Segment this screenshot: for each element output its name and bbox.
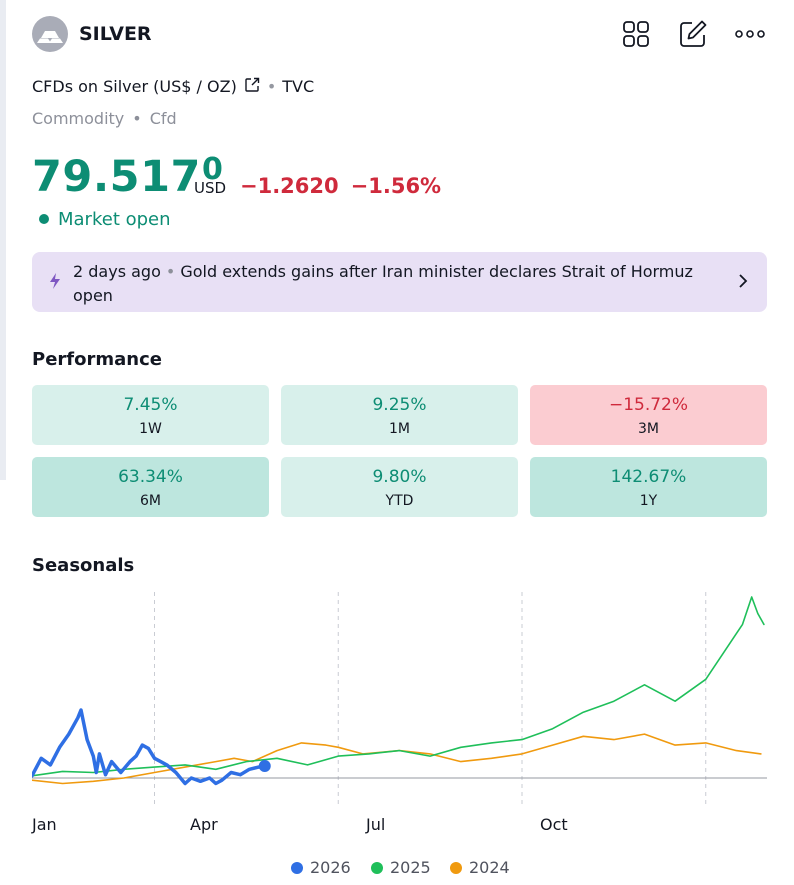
news-banner[interactable]: 2 days ago • Gold extends gains after Iran… <box>32 252 767 312</box>
legend-label: 2024 <box>469 858 510 877</box>
series-line-2024 <box>32 733 762 785</box>
perf-value: 142.67% <box>610 467 687 487</box>
external-link-icon[interactable] <box>243 76 261 98</box>
price-fraction: 0 <box>201 152 224 187</box>
legend-label: 2026 <box>310 858 351 877</box>
news-headline[interactable]: Gold extends gains after Iran minister d… <box>73 262 693 305</box>
currency-label: USD <box>194 179 227 197</box>
separator-dot: • <box>165 262 176 281</box>
separator-dot: • <box>266 77 277 96</box>
x-tick-label: Apr <box>190 815 218 834</box>
perf-cell-1y[interactable]: 142.67% 1Y <box>530 457 767 517</box>
legend-dot-icon <box>371 862 383 874</box>
legend-dot-icon <box>450 862 462 874</box>
perf-value: 63.34% <box>118 467 183 487</box>
perf-period: 6M <box>140 493 161 509</box>
current-value-marker <box>258 759 271 772</box>
price-main: 79.517 <box>32 152 201 202</box>
perf-period: 3M <box>638 421 659 437</box>
grid-icon[interactable] <box>620 18 652 50</box>
perf-period: 1M <box>389 421 410 437</box>
x-tick-label: Oct <box>540 815 568 834</box>
legend-item-2025[interactable]: 2025 <box>371 858 431 877</box>
x-tick-label: Jan <box>32 815 57 834</box>
perf-cell-1m[interactable]: 9.25% 1M <box>281 385 518 445</box>
perf-cell-1w[interactable]: 7.45% 1W <box>32 385 269 445</box>
page-edge <box>0 0 6 480</box>
change-absolute: −1.2620 <box>240 174 339 198</box>
more-icon[interactable] <box>734 18 766 50</box>
perf-cell-ytd[interactable]: 9.80% YTD <box>281 457 518 517</box>
perf-period: YTD <box>385 493 414 509</box>
tag-subtype: Cfd <box>149 109 177 128</box>
symbol-header: SILVER <box>32 14 768 56</box>
exchange-name: TVC <box>282 77 315 96</box>
perf-cell-6m[interactable]: 63.34% 6M <box>32 457 269 517</box>
perf-period: 1W <box>139 421 162 437</box>
separator-dot: • <box>132 109 142 128</box>
symbol-name: SILVER <box>79 23 152 45</box>
instrument-subtitle: CFDs on Silver (US$ / OZ) • TVC <box>32 76 314 98</box>
performance-title: Performance <box>32 349 162 370</box>
edit-icon[interactable] <box>677 18 709 50</box>
perf-value: −15.72% <box>608 395 689 415</box>
lightning-icon <box>48 272 62 294</box>
seasonals-chart[interactable] <box>32 592 767 807</box>
news-age: 2 days ago <box>73 262 161 281</box>
seasonals-title: Seasonals <box>32 555 135 576</box>
last-price: 79.5170 <box>32 152 223 202</box>
perf-value: 9.25% <box>372 395 427 415</box>
instrument-name: CFDs on Silver (US$ / OZ) <box>32 77 237 96</box>
perf-cell-3m[interactable]: −15.72% 3M <box>530 385 767 445</box>
perf-value: 7.45% <box>123 395 178 415</box>
silver-bars-logo <box>32 16 68 52</box>
market-status-text: Market open <box>58 209 171 230</box>
chevron-right-icon[interactable] <box>737 273 749 293</box>
instrument-tags: Commodity • Cfd <box>32 109 177 128</box>
legend-item-2026[interactable]: 2026 <box>291 858 351 877</box>
change-percent: −1.56% <box>350 174 442 198</box>
perf-period: 1Y <box>639 493 658 509</box>
news-text: 2 days ago • Gold extends gains after Iran… <box>73 260 723 308</box>
perf-value: 9.80% <box>372 467 427 487</box>
legend-label: 2025 <box>390 858 431 877</box>
status-dot-icon <box>39 214 49 224</box>
price-change: −1.2620 −1.56% <box>240 174 441 198</box>
tag-type: Commodity <box>32 109 125 128</box>
series-line-2026 <box>32 708 267 786</box>
x-tick-label: Jul <box>366 815 386 834</box>
legend-item-2024[interactable]: 2024 <box>450 858 510 877</box>
legend-dot-icon <box>291 862 303 874</box>
market-status: Market open <box>39 209 171 230</box>
